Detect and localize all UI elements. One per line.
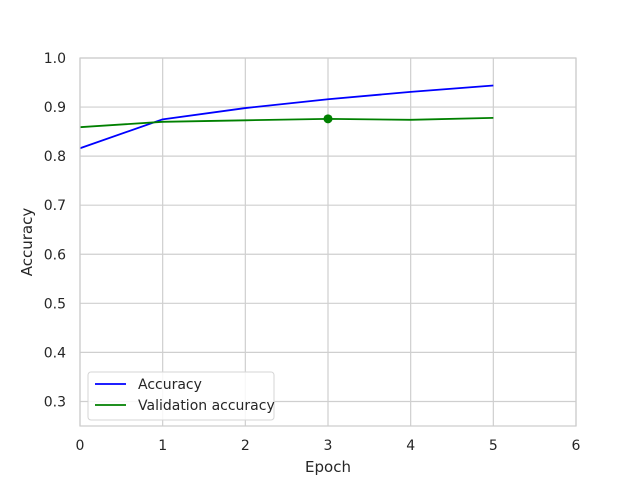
legend: Accuracy Validation accuracy (87, 371, 275, 421)
tick-labels: 0 1 2 3 4 5 6 0.3 0.4 0.5 0.6 0.7 0.8 0.9 1.0 (44, 51, 581, 454)
series-line-accuracy (79, 84, 494, 150)
y-tick-label: 0.8 (44, 149, 66, 165)
y-tick-label: 0.9 (44, 100, 66, 116)
series-line-validation-accuracy (79, 116, 494, 129)
legend-label-accuracy: Accuracy (138, 377, 202, 393)
x-axis-label: Epoch (305, 458, 351, 476)
plot-frame (79, 57, 577, 427)
legend-box (87, 371, 275, 421)
y-tick-label: 0.6 (44, 247, 66, 263)
x-tick-label: 0 (76, 438, 85, 454)
y-tick-label: 1.0 (44, 51, 66, 67)
y-tick-label: 0.3 (44, 394, 66, 410)
x-tick-label: 5 (489, 438, 498, 454)
y-axis-label: Accuracy (18, 208, 36, 277)
y-tick-label: 0.5 (44, 296, 66, 312)
x-tick-label: 2 (241, 438, 250, 454)
x-tick-label: 4 (406, 438, 415, 454)
x-tick-label: 6 (572, 438, 581, 454)
y-tick-label: 0.4 (44, 345, 66, 361)
legend-label-validation-accuracy: Validation accuracy (138, 398, 275, 414)
y-tick-label: 0.7 (44, 198, 66, 214)
x-tick-label: 1 (158, 438, 167, 454)
best-point-marker (323, 114, 333, 124)
series-layer (79, 84, 494, 150)
grid (79, 57, 577, 426)
x-tick-label: 3 (324, 438, 333, 454)
